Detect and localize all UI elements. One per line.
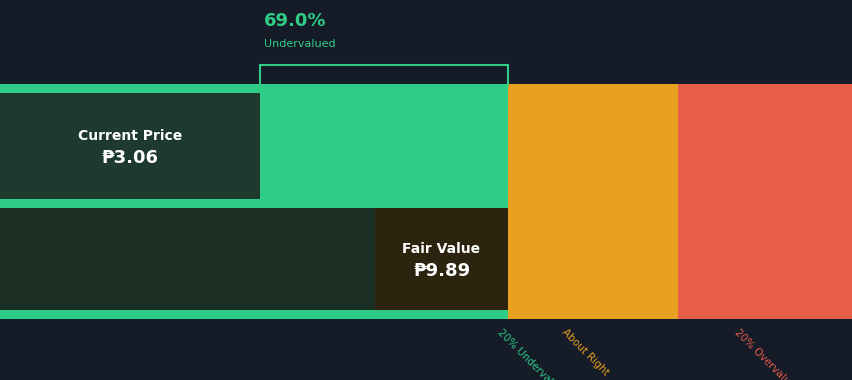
Bar	[0, 310, 507, 319]
Bar	[0, 198, 507, 208]
Text: ₱3.06: ₱3.06	[101, 149, 158, 167]
Bar	[0, 84, 507, 93]
Text: 69.0%: 69.0%	[264, 12, 326, 30]
Text: 20% Overvalued: 20% Overvalued	[731, 327, 799, 380]
Text: About Right: About Right	[560, 327, 610, 378]
Text: Undervalued: Undervalued	[264, 39, 336, 49]
Bar	[677, 84, 852, 319]
Text: Fair Value: Fair Value	[402, 242, 480, 256]
Bar	[375, 208, 507, 310]
Text: ₱9.89: ₱9.89	[412, 262, 469, 280]
Text: 20% Undervalued: 20% Undervalued	[495, 327, 567, 380]
Bar	[0, 93, 260, 198]
Bar	[0, 84, 507, 319]
Bar	[0, 208, 507, 310]
Text: Current Price: Current Price	[78, 129, 182, 143]
Bar	[507, 84, 677, 319]
